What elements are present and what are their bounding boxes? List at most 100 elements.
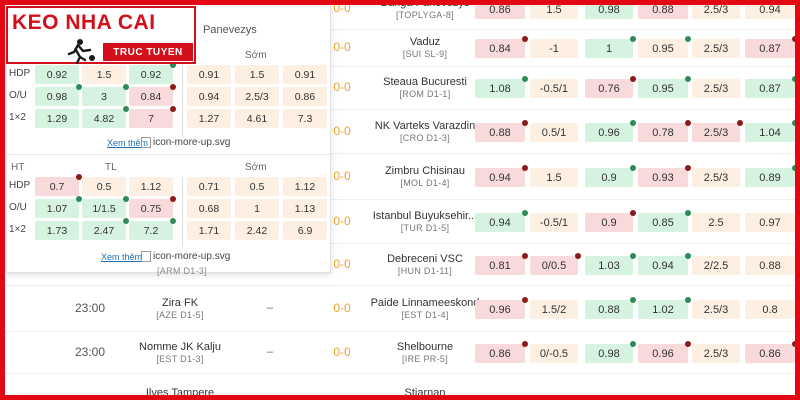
odds-cell[interactable]: 0.94 xyxy=(745,0,798,19)
odds-cell[interactable]: 1.02 xyxy=(638,297,691,319)
popup-more-link[interactable]: Xem thêm xyxy=(107,138,149,148)
popup-odds-cell[interactable]: 0.94 xyxy=(187,87,231,106)
popup-odds-cell[interactable]: 6.9 xyxy=(283,221,327,240)
popup-odds-cell[interactable]: 1/1.5 xyxy=(82,196,129,218)
odds-cell[interactable]: -1 xyxy=(530,39,578,58)
table-row[interactable]: 23:00 Zira FK [AZE D1-5] – 0-0 Paide Linnamee… xyxy=(0,286,800,332)
popup-odds-cell[interactable]: 0.68 xyxy=(187,199,231,218)
popup-odds-cell[interactable]: 1.71 xyxy=(187,221,231,240)
odds-cell[interactable]: 0.95 xyxy=(638,36,691,58)
table-row[interactable]: 0-0 Zimbru Chisinau [MOL D1-4] 0.94 1.5 0.9 0.… xyxy=(0,154,800,200)
table-row[interactable]: 0-0 NK Varteks Varazdin [CRO D1-3] 0.88 0.5/… xyxy=(0,110,800,154)
odds-cell[interactable]: 0.5/1 xyxy=(530,123,578,142)
popup-odds-cell[interactable]: 0.92 xyxy=(129,62,176,84)
table-row[interactable]: 0-0 Vaduz [SUI SL-9] 0.84 -1 1 0.95 2.5/3 0.87 xyxy=(0,30,800,67)
popup-odds-cell[interactable]: 1.12 xyxy=(283,177,327,196)
table-row[interactable]: 23:00 Nomme JK Kalju [EST D1-3] – 0-0 Shelbou… xyxy=(0,332,800,374)
odds-cell[interactable]: 2.5/3 xyxy=(692,0,740,19)
odds-cell[interactable]: 0.86 xyxy=(475,0,525,19)
odds-cell[interactable]: 0.96 xyxy=(638,341,691,363)
popup-odds-cell[interactable]: 0.71 xyxy=(187,177,231,196)
odds-cell[interactable]: 0/0.5 xyxy=(530,253,581,275)
odds-cell[interactable]: 0.87 xyxy=(745,36,798,58)
odds-cell[interactable]: 2.5/3 xyxy=(692,344,740,363)
odds-cell[interactable]: 0.86 xyxy=(475,341,528,363)
popup-odds-cell[interactable]: 0.86 xyxy=(283,87,327,106)
odds-cell[interactable] xyxy=(692,385,740,400)
odds-cell[interactable] xyxy=(638,385,688,400)
popup-odds-cell[interactable]: 0.75 xyxy=(129,196,176,218)
popup-odds-cell[interactable]: 2.5/3 xyxy=(235,87,279,106)
odds-cell[interactable]: 1.5/2 xyxy=(530,300,578,319)
odds-cell[interactable]: 1.5 xyxy=(530,168,578,187)
more-up-icon[interactable]: icon-more-up.svg xyxy=(141,251,230,262)
odds-cell[interactable]: 1.5 xyxy=(530,0,578,19)
odds-cell[interactable]: 0.94 xyxy=(638,253,691,275)
odds-cell[interactable]: 0.85 xyxy=(638,210,691,232)
popup-odds-cell[interactable]: 4.82 xyxy=(82,106,129,128)
odds-cell[interactable]: 1.03 xyxy=(585,253,636,275)
popup-odds-cell[interactable]: 2.47 xyxy=(82,218,129,240)
popup-odds-cell[interactable]: 0.92 xyxy=(35,65,79,84)
odds-cell[interactable]: 1 xyxy=(585,36,636,58)
odds-cell[interactable]: 0/-0.5 xyxy=(530,344,578,363)
odds-cell[interactable]: 0.94 xyxy=(475,210,528,232)
odds-cell[interactable]: 0.88 xyxy=(585,297,636,319)
odds-cell[interactable]: 0.98 xyxy=(585,0,636,19)
odds-cell[interactable]: 0.87 xyxy=(745,76,798,98)
odds-cell[interactable]: 0.9 xyxy=(585,210,636,232)
popup-odds-cell[interactable]: 1.07 xyxy=(35,196,82,218)
popup-more-link-2[interactable]: Xem thêm xyxy=(101,252,143,262)
odds-cell[interactable]: 0.88 xyxy=(638,0,691,19)
odds-cell[interactable]: 0.93 xyxy=(638,165,691,187)
odds-cell[interactable]: 0.88 xyxy=(475,120,528,142)
popup-odds-cell[interactable]: 1.29 xyxy=(35,109,79,128)
table-row[interactable]: Ilves Tampere Stjarnan xyxy=(0,374,800,400)
odds-cell[interactable] xyxy=(745,385,795,400)
odds-cell[interactable]: 2.5/3 xyxy=(692,79,740,98)
odds-cell[interactable]: 1.04 xyxy=(745,120,798,142)
popup-odds-cell[interactable]: 0.91 xyxy=(187,65,231,84)
more-up-icon[interactable]: icon-more-up.svg xyxy=(141,137,230,148)
popup-odds-cell[interactable]: 0.5 xyxy=(235,177,279,196)
odds-cell[interactable] xyxy=(475,385,525,400)
odds-cell[interactable] xyxy=(530,385,578,400)
popup-odds-cell[interactable]: 1.12 xyxy=(129,177,173,196)
odds-cell[interactable]: 1.08 xyxy=(475,76,528,98)
popup-odds-cell[interactable]: 1.73 xyxy=(35,221,79,240)
odds-cell[interactable]: 2.5/3 xyxy=(692,300,740,319)
odds-cell[interactable]: 0.89 xyxy=(745,165,798,187)
popup-odds-cell[interactable]: 7 xyxy=(129,106,176,128)
popup-odds-cell[interactable]: 2.42 xyxy=(235,221,279,240)
popup-odds-cell[interactable]: 0.91 xyxy=(283,65,327,84)
odds-cell[interactable]: 0.86 xyxy=(745,341,798,363)
odds-cell[interactable]: 0.76 xyxy=(585,76,636,98)
table-row[interactable]: 0-0 Steaua Bucuresti [ROM D1-1] 1.08 -0.5/1 0… xyxy=(0,67,800,110)
odds-cell[interactable]: 0.8 xyxy=(745,300,795,319)
odds-cell[interactable]: 0.95 xyxy=(638,76,691,98)
popup-odds-cell[interactable]: 4.61 xyxy=(235,109,279,128)
popup-odds-cell[interactable]: 1.5 xyxy=(235,65,279,84)
popup-odds-cell[interactable]: 1 xyxy=(235,199,279,218)
popup-odds-cell[interactable]: 0.84 xyxy=(129,84,176,106)
popup-odds-cell[interactable]: 0.7 xyxy=(35,174,82,196)
odds-cell[interactable]: 2.5/3 xyxy=(692,168,740,187)
odds-cell[interactable]: 0.94 xyxy=(475,165,528,187)
odds-cell[interactable] xyxy=(585,385,633,400)
popup-odds-cell[interactable]: 0.98 xyxy=(35,84,82,106)
odds-cell[interactable]: 0.78 xyxy=(638,120,691,142)
odds-cell[interactable]: 2.5 xyxy=(692,213,740,232)
odds-cell[interactable]: -0.5/1 xyxy=(530,79,578,98)
odds-cell[interactable]: 0.84 xyxy=(475,36,528,58)
popup-odds-cell[interactable]: 1.13 xyxy=(283,199,327,218)
table-row[interactable]: 0-0 Istanbul Buyuksehir... [TUR D1-5] 0.94-… xyxy=(0,200,800,244)
popup-odds-cell[interactable]: 0.5 xyxy=(82,177,126,196)
odds-cell[interactable]: 0.97 xyxy=(745,213,795,232)
popup-odds-cell[interactable]: 1.5 xyxy=(82,65,126,84)
odds-cell[interactable]: 0.96 xyxy=(475,297,528,319)
popup-odds-cell[interactable]: 7.3 xyxy=(283,109,327,128)
site-logo[interactable]: KEO NHA CAI TRUC TUYEN xyxy=(6,6,196,64)
odds-cell[interactable]: 0.88 xyxy=(745,256,795,275)
popup-odds-cell[interactable]: 7.2 xyxy=(129,218,176,240)
odds-cell[interactable]: 0.98 xyxy=(585,341,636,363)
